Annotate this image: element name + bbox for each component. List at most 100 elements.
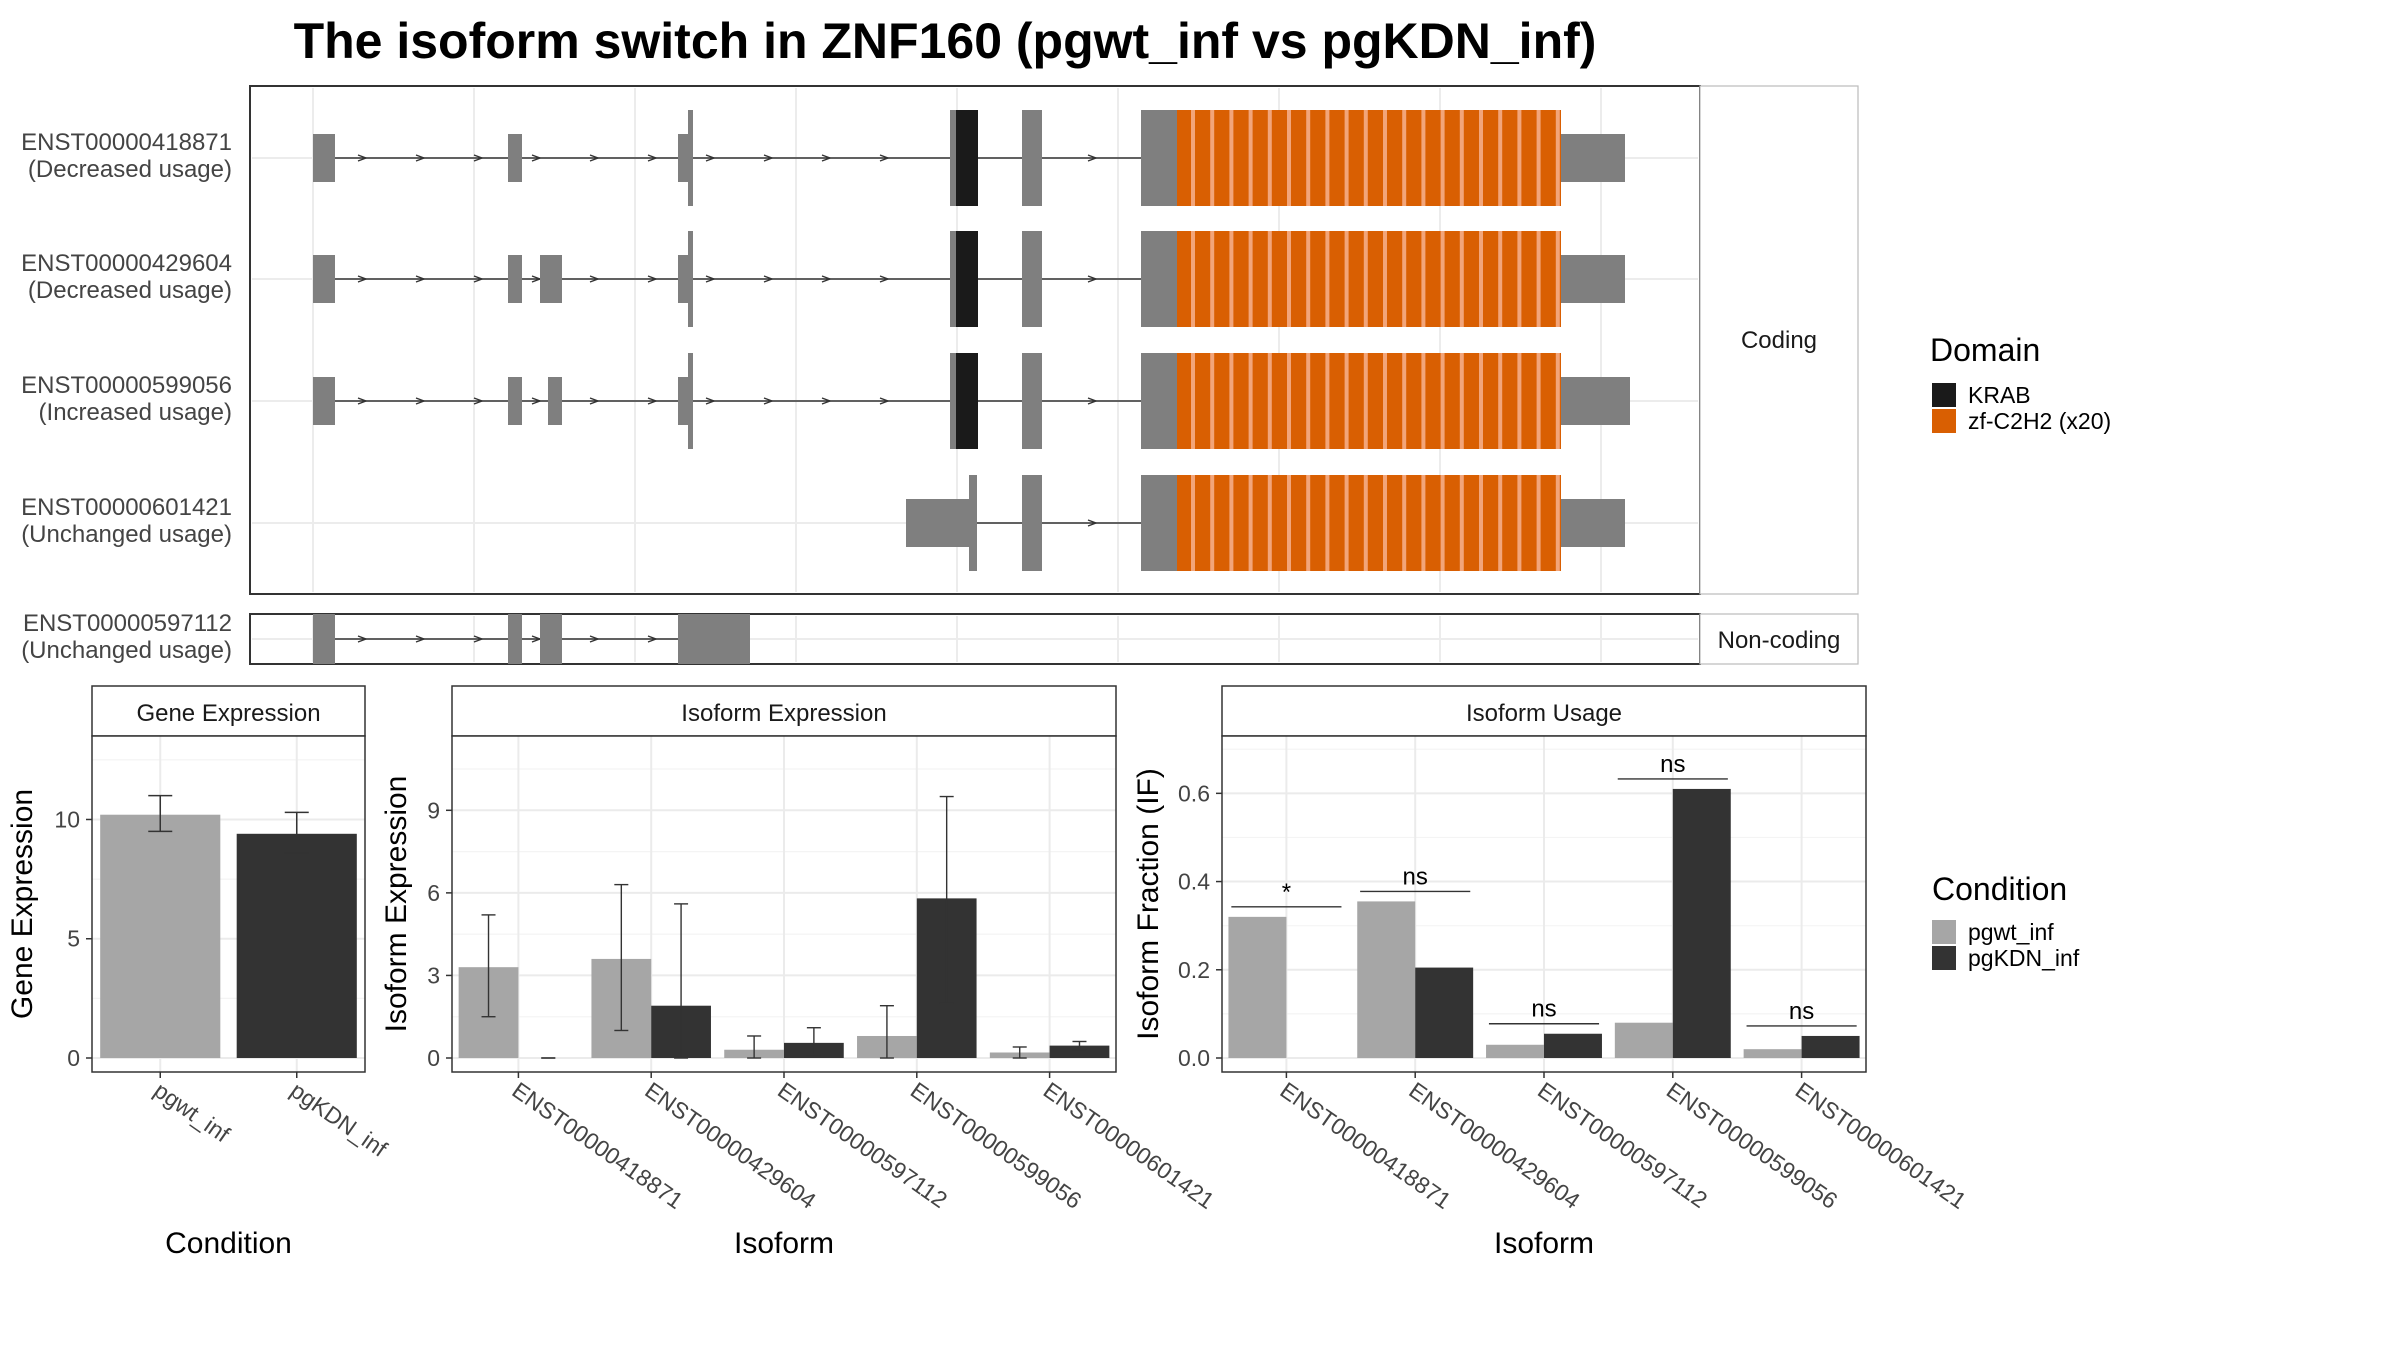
zf-domain-separator — [1248, 110, 1253, 206]
zf-domain-separator — [1517, 475, 1522, 571]
zf-domain-separator — [1536, 353, 1541, 449]
intron-direction-arrow — [879, 397, 890, 405]
zf-domain-separator — [1479, 231, 1483, 327]
krab-domain — [956, 353, 978, 449]
zf-domain-separator — [1191, 231, 1195, 327]
domain-legend-swatch — [1932, 383, 1956, 407]
exon-block — [678, 134, 690, 182]
intron-direction-arrow — [357, 635, 368, 643]
zf-domain-separator — [1267, 110, 1272, 206]
zf-domain-separator — [1267, 475, 1272, 571]
condition-legend-label: pgwt_inf — [1968, 919, 2054, 945]
intron-direction-arrow — [473, 154, 484, 162]
zf-domain-separator — [1210, 353, 1215, 449]
zf-domain-separator — [1402, 475, 1407, 571]
zf-domain-separator — [1402, 231, 1407, 327]
intron-direction-arrow — [473, 275, 484, 283]
significance-label: ns — [1789, 998, 1814, 1025]
condition-legend-swatch — [1932, 920, 1956, 944]
data-bar — [1357, 901, 1416, 1058]
zf-domain-separator — [1536, 231, 1541, 327]
exon-block — [508, 614, 522, 664]
exon-block — [540, 614, 562, 664]
intron-direction-arrow — [1087, 275, 1098, 283]
intron-direction-arrow — [705, 275, 716, 283]
intron-direction-arrow — [821, 397, 832, 405]
y-axis-title: Isoform Expression — [380, 776, 413, 1033]
data-bar — [1614, 1022, 1673, 1058]
transcript-model — [313, 614, 750, 664]
zf-domain-separator — [1191, 475, 1195, 571]
zf-domain-separator — [1440, 475, 1445, 571]
data-bar — [1049, 1045, 1110, 1058]
intron-direction-arrow — [821, 154, 832, 162]
exon-block — [1022, 475, 1042, 571]
intron-direction-arrow — [589, 397, 600, 405]
zf-domain-separator — [1287, 110, 1291, 206]
intron-direction-arrow — [415, 397, 426, 405]
exon-block — [678, 255, 690, 303]
condition-legend-label: pgKDN_inf — [1968, 945, 2080, 971]
zf-domain-separator — [1440, 353, 1445, 449]
zf-domain-separator — [1191, 353, 1195, 449]
x-axis-title: Isoform — [1494, 1227, 1594, 1260]
facet-label-noncoding: Non-coding — [1718, 627, 1841, 654]
zf-domain-separator — [1402, 110, 1407, 206]
zf-c2h2-domain — [1177, 353, 1561, 449]
panel-strip — [451, 685, 1117, 737]
transcript-usage-label: (Increased usage) — [39, 399, 232, 426]
exon-block — [678, 377, 690, 425]
transcript-usage-label: (Unchanged usage) — [21, 521, 232, 548]
zf-domain-separator — [1325, 475, 1330, 571]
intron-direction-arrow — [705, 154, 716, 162]
zf-domain-separator — [1479, 475, 1483, 571]
utr-block — [1561, 134, 1625, 182]
y-tick-label: 0.2 — [1178, 957, 1210, 983]
transcript-model — [906, 475, 1625, 571]
zf-domain-separator — [1421, 110, 1426, 206]
intron-direction-arrow — [705, 397, 716, 405]
transcript-id-label: ENST00000601421 — [21, 494, 232, 521]
zf-domain-separator — [1325, 110, 1330, 206]
intron-direction-arrow — [473, 635, 484, 643]
zf-domain-separator — [1459, 475, 1464, 571]
zf-domain-separator — [1517, 353, 1522, 449]
zf-domain-separator — [1229, 231, 1234, 327]
exon-block — [950, 353, 956, 449]
intron-direction-arrow — [821, 275, 832, 283]
exon-block — [950, 110, 956, 206]
intron-direction-arrow — [763, 397, 774, 405]
zf-domain-separator — [1459, 231, 1464, 327]
zf-domain-separator — [1383, 353, 1387, 449]
exon-block — [313, 614, 335, 664]
y-tick-label: 0.4 — [1178, 869, 1210, 895]
zf-domain-separator — [1306, 353, 1311, 449]
zf-domain-separator — [1479, 353, 1483, 449]
zf-domain-separator — [1536, 475, 1541, 571]
zf-domain-separator — [1440, 110, 1445, 206]
x-tick-label: pgKDN_inf — [286, 1077, 393, 1162]
intron-direction-arrow — [415, 635, 426, 643]
exon-block — [678, 614, 750, 664]
utr-block — [1561, 255, 1625, 303]
transcript-id-label: ENST00000418871 — [21, 129, 232, 156]
exon-block — [313, 377, 335, 425]
exon-block — [1141, 231, 1177, 327]
significance-label: ns — [1660, 751, 1685, 778]
bar-panel: Isoform Expression0369ENST00000418871ENS… — [380, 685, 1219, 1260]
zf-domain-separator — [1440, 231, 1445, 327]
intron-direction-arrow — [589, 635, 600, 643]
data-bar — [1672, 788, 1731, 1058]
zf-domain-separator — [1344, 475, 1349, 571]
zf-domain-separator — [1363, 475, 1368, 571]
y-tick-label: 5 — [67, 926, 80, 952]
exon-block — [1141, 475, 1177, 571]
intron-direction-arrow — [589, 275, 600, 283]
y-axis-title: Gene Expression — [6, 789, 39, 1019]
exon-block — [969, 475, 977, 571]
intron-direction-arrow — [531, 154, 542, 162]
transcript-usage-label: (Unchanged usage) — [21, 637, 232, 664]
exon-block — [688, 110, 693, 206]
zf-domain-separator — [1536, 110, 1541, 206]
intron-direction-arrow — [357, 154, 368, 162]
